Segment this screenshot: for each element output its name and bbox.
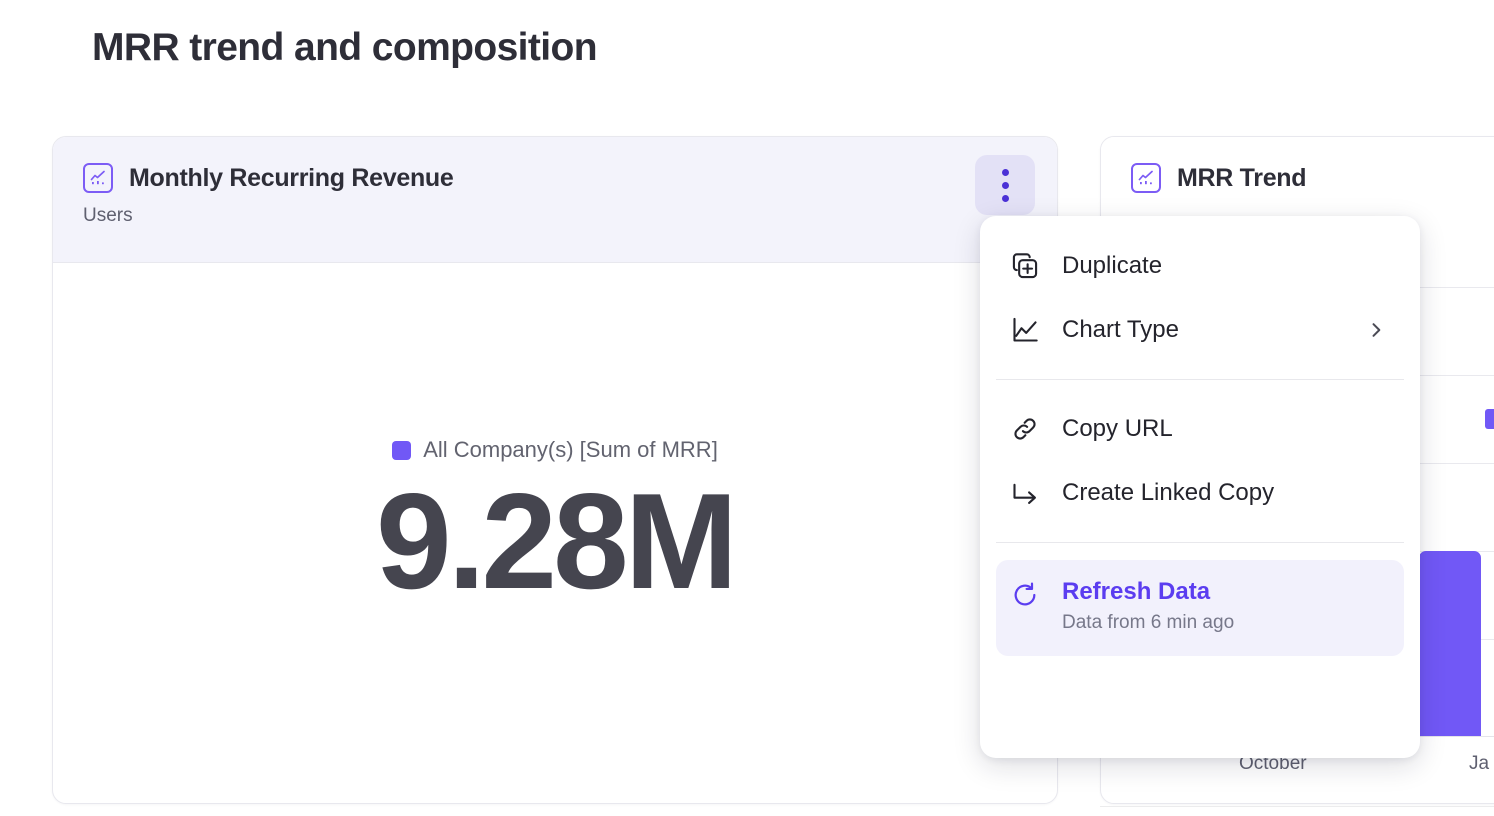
menu-item-label: Create Linked Copy	[1062, 479, 1275, 506]
line-chart-box-icon	[1131, 163, 1161, 193]
menu-item-duplicate[interactable]: Duplicate	[996, 234, 1404, 298]
x-tick-january: Ja	[1469, 753, 1490, 774]
legend-swatch-icon	[1485, 409, 1494, 429]
menu-item-chart-type[interactable]: Chart Type	[996, 298, 1404, 362]
menu-item-sublabel: Data from 6 min ago	[1062, 612, 1235, 633]
x-tick-october: October	[1239, 753, 1307, 774]
legend-swatch-icon	[392, 440, 412, 460]
menu-item-create-linked-copy[interactable]: Create Linked Copy	[996, 461, 1404, 525]
kebab-dot	[1001, 168, 1009, 176]
menu-divider	[996, 542, 1404, 543]
bar-dec[interactable]	[1419, 551, 1481, 737]
menu-item-label: Duplicate	[1062, 252, 1163, 279]
menu-item-refresh-data[interactable]: Refresh Data Data from 6 min ago	[996, 560, 1404, 656]
kpi-legend-label: All Company(s) [Sum of MRR]	[423, 437, 718, 462]
menu-divider	[996, 379, 1404, 380]
card-monthly-recurring-revenue: Monthly Recurring Revenue Users All Comp…	[52, 136, 1058, 804]
line-chart-axes-icon	[1010, 315, 1040, 345]
arrow-turn-down-right-icon	[1010, 478, 1040, 508]
chart-baseline-rule	[1100, 806, 1494, 807]
kpi-value: 9.28M	[376, 465, 738, 617]
menu-item-label: Chart Type	[1062, 316, 1179, 343]
menu-item-label: Refresh Data	[1062, 578, 1211, 605]
card-options-menu: Duplicate Chart Type	[980, 216, 1420, 758]
kebab-dot	[1001, 181, 1009, 189]
kpi-legend: All Company(s) [Sum of MRR]	[392, 437, 718, 463]
refresh-icon	[1010, 580, 1040, 610]
duplicate-icon	[1010, 251, 1040, 281]
menu-item-label: Copy URL	[1062, 415, 1173, 442]
page-title: MRR trend and composition	[92, 26, 598, 69]
card-title: MRR Trend	[1177, 163, 1307, 192]
kpi-body: All Company(s) [Sum of MRR] 9.28M	[53, 263, 1057, 803]
card-header: Monthly Recurring Revenue Users	[53, 137, 1057, 263]
line-chart-box-icon	[83, 163, 113, 193]
kebab-dot	[1001, 194, 1009, 202]
menu-item-copy-url[interactable]: Copy URL	[996, 397, 1404, 461]
card-title: Monthly Recurring Revenue	[129, 163, 454, 192]
link-icon	[1010, 414, 1040, 444]
chevron-right-icon	[1366, 320, 1386, 340]
card-subtitle: Users	[83, 205, 133, 226]
chart-legend	[1485, 409, 1494, 429]
card-options-button[interactable]	[975, 155, 1035, 215]
chart-plot-area	[1161, 279, 1494, 737]
